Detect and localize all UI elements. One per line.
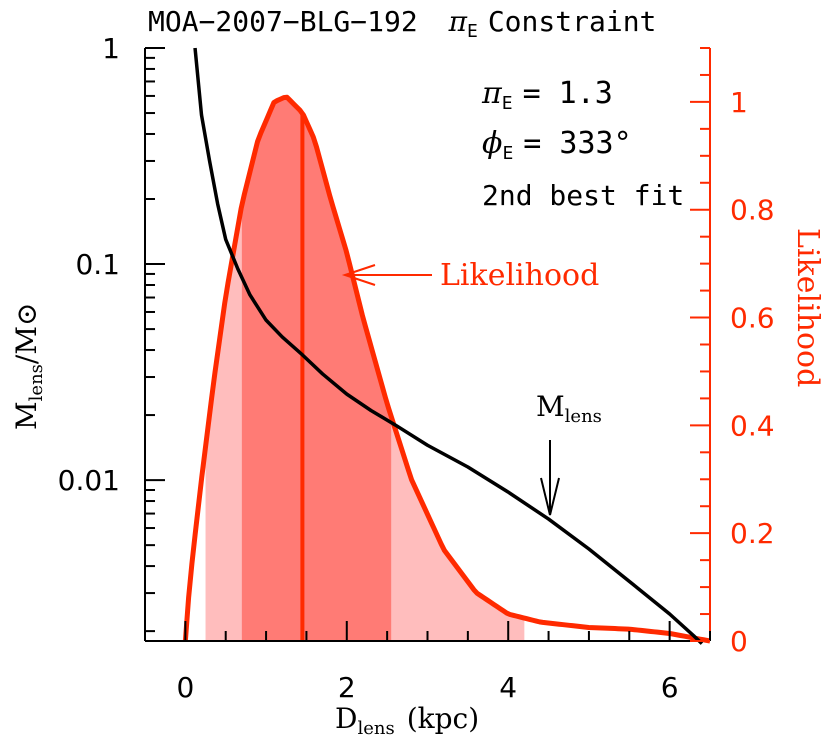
- y-right-tick-label: 0.4: [730, 409, 775, 442]
- svg-text:Mlens/M⊙: Mlens/M⊙: [10, 303, 47, 431]
- title-main: MOA−2007−BLG−192: [148, 5, 418, 38]
- y-right-tick-label: 0.2: [730, 517, 775, 550]
- pi-value: = 1.3: [523, 76, 613, 111]
- y-right-tick-label: 1: [730, 86, 748, 119]
- confidence-bands: [205, 96, 525, 642]
- y-left-tick-label: 1: [102, 32, 120, 65]
- ylabel-left-tail: /M⊙: [10, 303, 43, 365]
- xlabel-main: D: [335, 702, 357, 735]
- title-tail: Constraint: [488, 5, 657, 38]
- likelihood-curve: [182, 94, 711, 644]
- y-right-tick-label: 0.8: [730, 194, 775, 227]
- ticks: 0 2 4 6 0.01 0.1 1 0 0.2 0.4 0.6 0.8 1: [58, 32, 775, 704]
- y-right-tick-label: 0: [730, 625, 748, 658]
- phi-sub: E: [502, 143, 513, 164]
- mass-arrow-label-sub: lens: [565, 406, 602, 427]
- svg-text:Mlens: Mlens: [536, 390, 602, 427]
- mass-arrow: Mlens: [536, 390, 602, 516]
- parameter-annotations: πE = 1.3 ϕE = 333° 2nd best fit: [481, 76, 684, 212]
- fit-label: 2nd best fit: [482, 179, 684, 212]
- x-tick-label: 6: [661, 671, 679, 704]
- x-tick-label: 4: [499, 671, 517, 704]
- mass-arrow-label-main: M: [536, 390, 565, 423]
- likelihood-arrow-head: [341, 264, 376, 286]
- svg-text:Dlens(kpc): Dlens (kpc): [335, 702, 479, 739]
- ylabel-left-sub: lens: [26, 364, 47, 401]
- y-left-tick-label: 0.01: [58, 464, 120, 497]
- mass-curve: [193, 47, 704, 645]
- x-tick-label: 0: [176, 671, 194, 704]
- pi-sub: E: [502, 93, 513, 114]
- likelihood-arrow: Likelihood: [341, 258, 599, 293]
- svg-text:ϕE= 333°: ϕE = 333°: [482, 126, 632, 164]
- mass-arrow-head: [540, 477, 560, 516]
- ylabel-right: Likelihood: [790, 228, 825, 387]
- xlabel-sub: lens: [357, 718, 394, 739]
- y-axis-label-left: Mlens/M⊙: [10, 303, 47, 431]
- y-right-tick-label: 0.6: [730, 302, 775, 335]
- svg-text:πE= 1.3: πE = 1.3: [481, 76, 613, 114]
- title-symbol: π: [448, 5, 468, 38]
- x-tick-label: 2: [338, 671, 356, 704]
- pi-symbol: π: [481, 76, 503, 111]
- y-axis-label-right: Likelihood: [790, 228, 825, 387]
- curves: [182, 47, 711, 645]
- title-sub: E: [467, 21, 478, 42]
- ylabel-left-main: M: [10, 401, 43, 430]
- y-left-tick-label: 0.1: [75, 248, 120, 281]
- chart-title: MOA−2007−BLG−192 πE Constraint: [148, 5, 656, 42]
- phi-value: = 333°: [523, 126, 631, 161]
- x-axis-label: Dlens (kpc): [335, 702, 479, 739]
- likelihood-arrow-label: Likelihood: [440, 258, 599, 293]
- xlabel-tail: (kpc): [407, 702, 479, 735]
- phi-symbol: ϕ: [482, 126, 502, 161]
